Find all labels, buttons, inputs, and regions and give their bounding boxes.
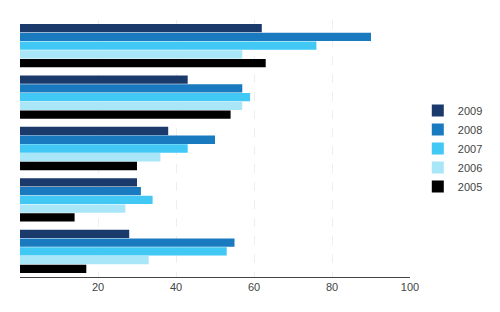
svg-text:40: 40 [170, 281, 182, 293]
svg-text:2007: 2007 [458, 143, 482, 155]
svg-text:2008: 2008 [458, 124, 482, 136]
svg-text:60: 60 [248, 281, 260, 293]
svg-text:2009: 2009 [458, 105, 482, 117]
svg-text:100: 100 [401, 281, 419, 293]
svg-text:2005: 2005 [458, 181, 482, 193]
svg-text:80: 80 [326, 281, 338, 293]
svg-text:20: 20 [92, 281, 104, 293]
svg-text:2006: 2006 [458, 162, 482, 174]
